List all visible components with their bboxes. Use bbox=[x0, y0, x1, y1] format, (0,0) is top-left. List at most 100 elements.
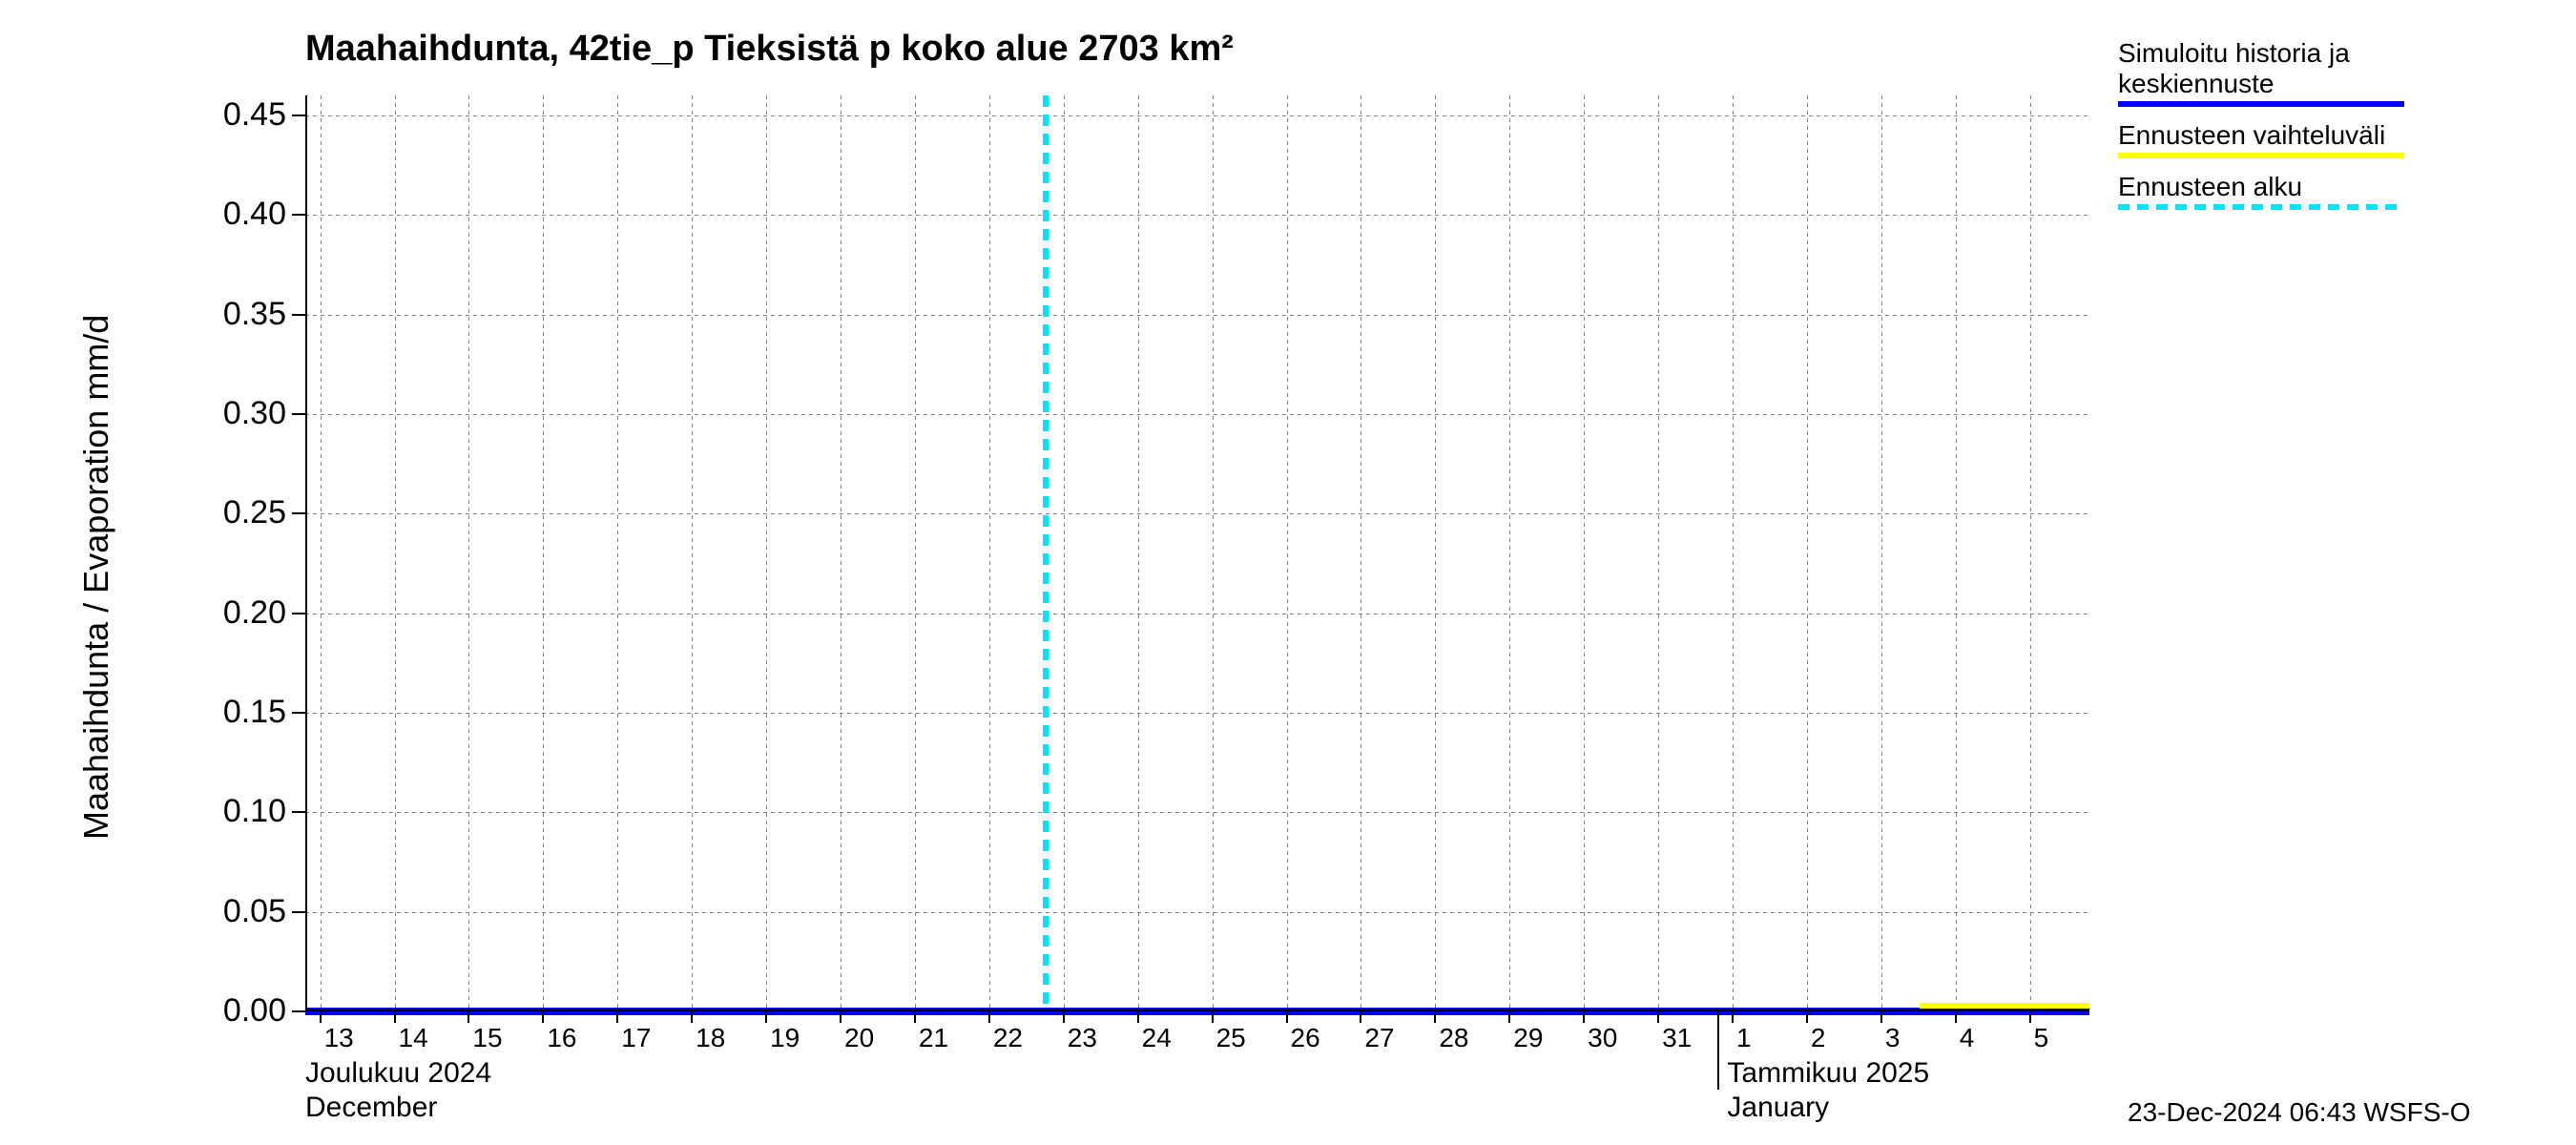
x-tick-label: 23 bbox=[1068, 1023, 1097, 1053]
grid-line-v bbox=[1956, 95, 1957, 1011]
y-tick bbox=[292, 712, 305, 714]
grid-line-v bbox=[468, 95, 469, 1011]
grid-line-v bbox=[1213, 95, 1214, 1011]
y-tick-label: 0.45 bbox=[181, 96, 286, 134]
legend-swatch bbox=[2118, 204, 2404, 210]
x-tick-label: 4 bbox=[1960, 1023, 1975, 1053]
x-tick-label: 15 bbox=[472, 1023, 502, 1053]
grid-line-v bbox=[915, 95, 916, 1011]
x-tick-label: 2 bbox=[1811, 1023, 1826, 1053]
grid-line-v bbox=[1287, 95, 1288, 1011]
x-tick-label: 5 bbox=[2034, 1023, 2049, 1053]
grid-line-h bbox=[305, 713, 2089, 714]
x-tick-label: 24 bbox=[1142, 1023, 1172, 1053]
footer-timestamp: 23-Dec-2024 06:43 WSFS-O bbox=[2128, 1097, 2471, 1128]
x-tick-label: 17 bbox=[621, 1023, 651, 1053]
legend-swatch bbox=[2118, 153, 2404, 158]
grid-line-v bbox=[543, 95, 544, 1011]
grid-line-h bbox=[305, 812, 2089, 813]
x-tick bbox=[914, 1011, 916, 1023]
y-tick bbox=[292, 811, 305, 813]
x-tick-label: 31 bbox=[1662, 1023, 1692, 1053]
grid-line-v bbox=[321, 95, 322, 1011]
chart-container: Maahaihdunta, 42tie_p Tieksistä p koko a… bbox=[0, 0, 2576, 1145]
y-tick-label: 0.10 bbox=[181, 793, 286, 830]
legend-swatch bbox=[2118, 101, 2404, 107]
y-tick-label: 0.25 bbox=[181, 494, 286, 531]
x-tick-label: 20 bbox=[844, 1023, 874, 1053]
grid-line-v bbox=[395, 95, 396, 1011]
grid-line-v bbox=[1064, 95, 1065, 1011]
plot-area bbox=[305, 95, 2089, 1011]
y-axis-label: Maahaihdunta / Evaporation mm/d bbox=[76, 315, 116, 840]
x-tick-label: 14 bbox=[399, 1023, 428, 1053]
grid-line-v bbox=[1509, 95, 1510, 1011]
x-tick bbox=[1137, 1011, 1139, 1023]
grid-line-h bbox=[305, 215, 2089, 216]
grid-line-v bbox=[1138, 95, 1139, 1011]
grid-line-h bbox=[305, 513, 2089, 514]
grid-line-v bbox=[1658, 95, 1659, 1011]
x-tick bbox=[542, 1011, 544, 1023]
x-tick bbox=[840, 1011, 841, 1023]
y-tick bbox=[292, 214, 305, 216]
x-tick bbox=[1360, 1011, 1361, 1023]
y-axis-line bbox=[305, 95, 307, 1011]
x-tick bbox=[1434, 1011, 1436, 1023]
y-tick-label: 0.30 bbox=[181, 395, 286, 432]
x-tick-label: 21 bbox=[919, 1023, 948, 1053]
month1-en: December bbox=[305, 1092, 437, 1124]
x-tick bbox=[988, 1011, 990, 1023]
y-tick bbox=[292, 613, 305, 614]
legend-item: Ennusteen alku bbox=[2118, 172, 2404, 210]
x-tick-label: 3 bbox=[1885, 1023, 1901, 1053]
y-tick bbox=[292, 114, 305, 116]
month-divider bbox=[1717, 1011, 1719, 1090]
x-tick-label: 18 bbox=[696, 1023, 725, 1053]
x-tick bbox=[765, 1011, 767, 1023]
x-tick bbox=[1955, 1011, 1957, 1023]
x-tick-label: 22 bbox=[993, 1023, 1023, 1053]
chart-title: Maahaihdunta, 42tie_p Tieksistä p koko a… bbox=[305, 29, 1234, 70]
x-tick bbox=[1657, 1011, 1659, 1023]
legend-item: Simuloitu historia jakeskiennuste bbox=[2118, 38, 2404, 107]
x-tick bbox=[1508, 1011, 1510, 1023]
month1-fi: Joulukuu 2024 bbox=[305, 1057, 491, 1090]
grid-line-v bbox=[1435, 95, 1436, 1011]
y-tick-label: 0.40 bbox=[181, 196, 286, 233]
x-tick-label: 1 bbox=[1736, 1023, 1752, 1053]
x-tick bbox=[1880, 1011, 1882, 1023]
month2-en: January bbox=[1727, 1092, 1829, 1124]
y-tick-label: 0.35 bbox=[181, 296, 286, 333]
x-tick bbox=[1583, 1011, 1585, 1023]
legend: Simuloitu historia jakeskiennuste Ennuste… bbox=[2118, 38, 2404, 223]
legend-label: Ennusteen alku bbox=[2118, 172, 2404, 202]
x-tick-label: 30 bbox=[1588, 1023, 1617, 1053]
x-tick-label: 28 bbox=[1439, 1023, 1468, 1053]
grid-line-h bbox=[305, 315, 2089, 316]
grid-line-h bbox=[305, 115, 2089, 116]
grid-line-v bbox=[989, 95, 990, 1011]
grid-line-v bbox=[692, 95, 693, 1011]
y-tick-label: 0.00 bbox=[181, 992, 286, 1030]
x-tick-label: 19 bbox=[770, 1023, 800, 1053]
y-tick bbox=[292, 512, 305, 514]
grid-line-v bbox=[1881, 95, 1882, 1011]
grid-line-v bbox=[1807, 95, 1808, 1011]
grid-line-v bbox=[2030, 95, 2031, 1011]
y-tick-label: 0.20 bbox=[181, 594, 286, 632]
y-tick-label: 0.15 bbox=[181, 694, 286, 731]
x-tick bbox=[394, 1011, 396, 1023]
legend-label: Simuloitu historia ja bbox=[2118, 38, 2404, 69]
series-forecast-range bbox=[1920, 1003, 2089, 1009]
x-tick-label: 26 bbox=[1291, 1023, 1320, 1053]
y-tick bbox=[292, 413, 305, 415]
legend-label: Ennusteen vaihteluväli bbox=[2118, 120, 2404, 151]
x-tick bbox=[1806, 1011, 1808, 1023]
x-tick bbox=[320, 1011, 322, 1023]
x-tick bbox=[467, 1011, 469, 1023]
y-tick bbox=[292, 911, 305, 913]
grid-line-v bbox=[766, 95, 767, 1011]
legend-label: keskiennuste bbox=[2118, 69, 2404, 99]
x-tick bbox=[616, 1011, 618, 1023]
